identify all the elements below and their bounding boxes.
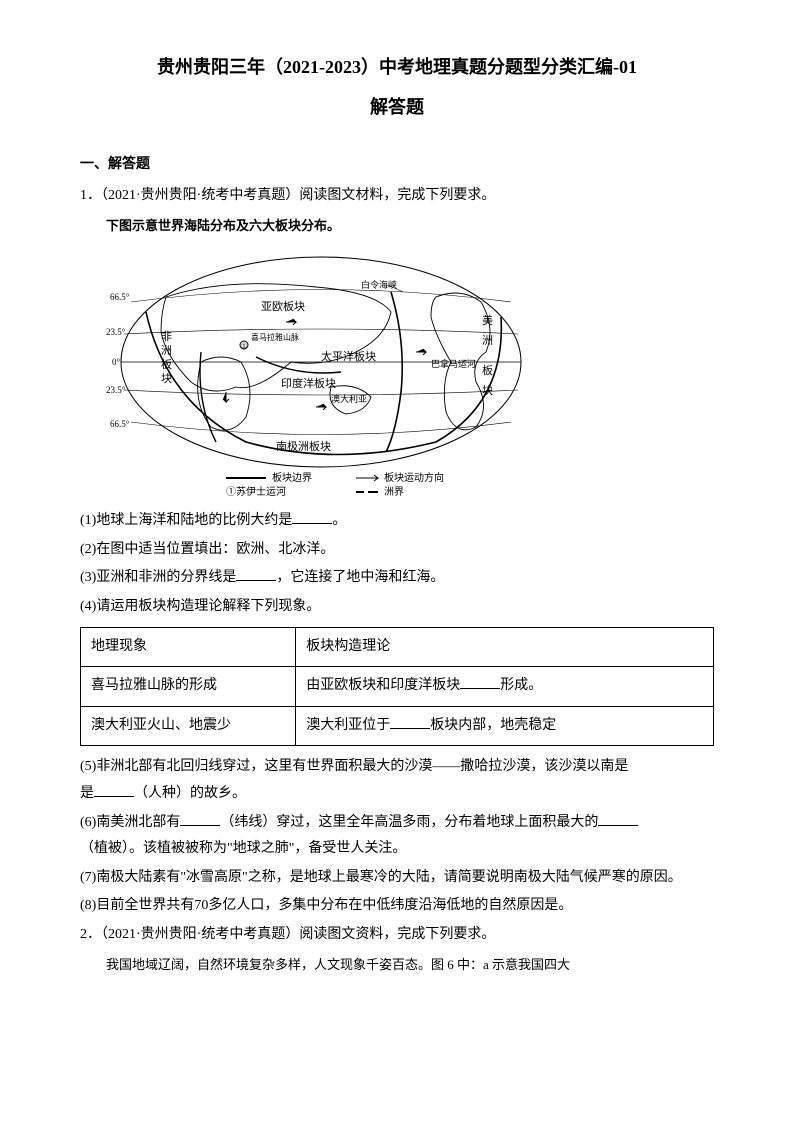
q1-5-cont: 是 <box>80 786 94 801</box>
cell: 喜马拉雅山脉的形成 <box>81 667 296 707</box>
q1-6: (6)南美洲北部有 （纬线）穿过，这里全年高温多雨，分布着地球上面积最大的 （植被… <box>80 810 714 863</box>
table-row: 地理现象 板块构造理论 <box>81 627 714 667</box>
q1-5: (5)非洲北部有北回归线穿过，这里有世界面积最大的沙漠——撒哈拉沙漠，该沙漠以南… <box>80 754 714 807</box>
label-africa: 非 <box>161 330 172 343</box>
svg-text:块: 块 <box>482 384 493 397</box>
legend-suez: ①苏伊士运河 <box>226 485 286 498</box>
blank <box>180 812 220 826</box>
q1-6-text-c: （植被）。该植被被称为"地球之肺"，备受世人关注。 <box>80 841 406 856</box>
cell-text: 澳大利亚位于 <box>306 718 390 733</box>
label-indian: 印度洋板块 <box>281 376 336 390</box>
section-heading: 一、解答题 <box>80 152 714 179</box>
q1-1-text-a: (1)地球上海洋和陆地的比例大约是 <box>80 513 292 528</box>
legend-boundary: 板块边界 <box>272 471 312 484</box>
cell-text: 形成。 <box>500 678 542 693</box>
blank <box>94 783 134 797</box>
label-himalaya: 喜马拉雅山脉 <box>251 332 299 342</box>
q1-6-text-b: （纬线）穿过，这里全年高温多雨，分布着地球上面积最大的 <box>220 815 598 830</box>
q1-4: (4)请运用板块构造理论解释下列现象。 <box>80 594 714 621</box>
lat-label: 0° <box>112 357 121 367</box>
q1-3-text-b: ，它连接了地中海和红海。 <box>276 570 444 585</box>
svg-text:洲: 洲 <box>161 345 172 357</box>
q1-5-text-b: （人种）的故乡。 <box>134 786 246 801</box>
svg-text:块: 块 <box>161 372 172 385</box>
lat-label: 23.5° <box>106 385 126 395</box>
suez-marker: ① <box>241 342 248 351</box>
svg-text:板: 板 <box>161 357 172 371</box>
label-bering: 白令海峡 <box>361 279 397 290</box>
q1-6-text-a: (6)南美洲北部有 <box>80 815 180 830</box>
blank <box>598 812 638 826</box>
phenomena-table: 地理现象 板块构造理论 喜马拉雅山脉的形成 由亚欧板块和印度洋板块 形成。 澳大利… <box>80 627 714 747</box>
q1-7: (7)南极大陆素有"冰雪高原"之称，是地球上最寒冷的大陆，请简要说明南极大陆气候… <box>80 865 714 892</box>
blank <box>460 675 500 689</box>
label-panama: 巴拿马运河 <box>431 358 476 369</box>
cell: 澳大利亚火山、地震少 <box>81 706 296 746</box>
q1-caption: 下图示意世界海陆分布及六大板块分布。 <box>106 214 714 239</box>
q2-stem: 2．（2021·贵州贵阳·统考中考真题）阅读图文资料，完成下列要求。 <box>80 922 714 949</box>
blank <box>236 567 276 581</box>
cell-text: 由亚欧板块和印度洋板块 <box>306 678 460 693</box>
blank <box>292 510 332 524</box>
q2-footnote: 我国地域辽阔，自然环境复杂多样，人文现象千姿百态。图 6 中：a 示意我国四大 <box>80 953 714 978</box>
q1-1: (1)地球上海洋和陆地的比例大约是 。 <box>80 508 714 535</box>
cell: 由亚欧板块和印度洋板块 形成。 <box>296 667 714 707</box>
q1-3-text-a: (3)亚洲和非洲的分界线是 <box>80 570 236 585</box>
label-america: 美 <box>482 314 493 327</box>
page-title: 贵州贵阳三年（2021-2023）中考地理真题分题型分类汇编-01 <box>80 50 714 84</box>
lat-label: 66.5° <box>110 292 130 302</box>
legend-border: 洲界 <box>384 486 404 498</box>
svg-text:洲: 洲 <box>482 335 493 347</box>
table-row: 喜马拉雅山脉的形成 由亚欧板块和印度洋板块 形成。 <box>81 667 714 707</box>
q1-1-text-b: 。 <box>332 513 346 528</box>
q1-2: (2)在图中适当位置填出：欧洲、北冰洋。 <box>80 537 714 564</box>
page-subtitle: 解答题 <box>80 90 714 124</box>
world-plate-map: 66.5° 23.5° 0° 23.5° 66.5° ① 亚欧板块 太平洋板块 … <box>106 242 536 502</box>
q1-stem: 1．（2021·贵州贵阳·统考中考真题）阅读图文材料，完成下列要求。 <box>80 183 714 210</box>
q1-5-text-a: (5)非洲北部有北回归线穿过，这里有世界面积最大的沙漠——撒哈拉沙漠，该沙漠以南… <box>80 759 628 774</box>
cell-text: 板块内部，地壳稳定 <box>430 718 556 733</box>
legend-motion: 板块运动方向 <box>384 471 444 484</box>
label-yaou: 亚欧板块 <box>261 299 305 313</box>
label-antarctic: 南极洲板块 <box>276 439 331 453</box>
table-row: 澳大利亚火山、地震少 澳大利亚位于 板块内部，地壳稳定 <box>81 706 714 746</box>
lat-label: 23.5° <box>106 327 126 337</box>
q1-3: (3)亚洲和非洲的分界线是 ，它连接了地中海和红海。 <box>80 565 714 592</box>
svg-text:板: 板 <box>482 363 493 377</box>
cell: 澳大利亚位于 板块内部，地壳稳定 <box>296 706 714 746</box>
lat-label: 66.5° <box>110 419 130 429</box>
label-australia: 澳大利亚 <box>331 393 367 404</box>
blank <box>390 715 430 729</box>
q1-8: (8)目前全世界共有70多亿人口，多集中分布在中低纬度沿海低地的自然原因是。 <box>80 893 714 920</box>
col-header: 板块构造理论 <box>296 627 714 667</box>
col-header: 地理现象 <box>81 627 296 667</box>
label-pacific: 太平洋板块 <box>321 349 376 363</box>
